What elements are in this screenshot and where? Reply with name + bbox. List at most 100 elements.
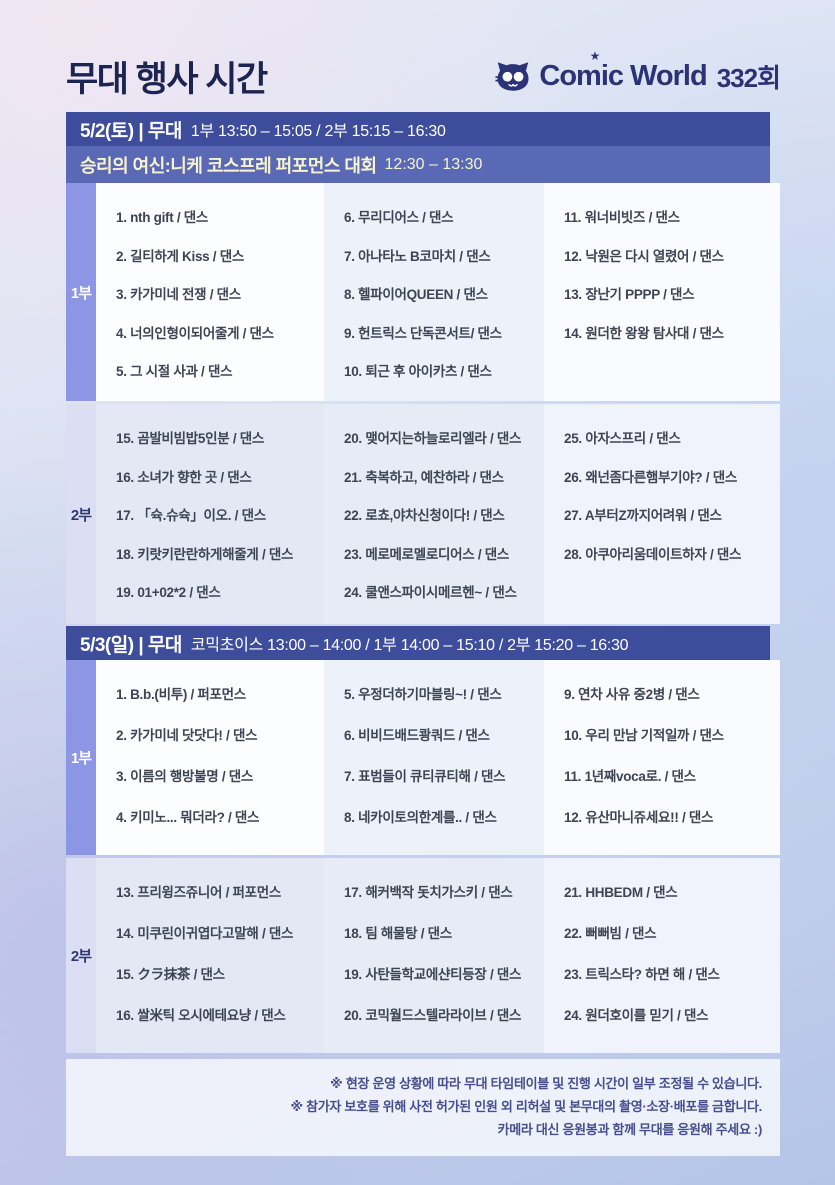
schedule-entry: 1. B.b.(비투) / 퍼포먼스 [116,686,246,702]
schedule-entry: 20. 맺어지는하늘로리엘라 / 댄스 [344,431,522,447]
schedule-entry: 1. nth gift / 댄스 [116,210,209,226]
schedule-column: 9. 연차 사유 중2병 / 댄스 10. 우리 만남 기적일까 / 댄스 11. … [544,660,780,855]
logo-edition: 332회 [716,62,781,93]
event-title: 승리의 여신:니케 코스프레 퍼포먼스 대회 [80,155,377,176]
schedule-entry: 24. 쿨앤스파이시메르헨~ / 댄스 [344,585,517,601]
schedule-entry: 8. 헬파이어QUEEN / 댄스 [344,287,488,303]
schedule-entry: 2. 길티하게 Kiss / 댄스 [116,248,244,264]
schedule-entry: 10. 퇴근 후 아이카츠 / 댄스 [344,364,492,380]
schedule-entry: 7. 표범들이 큐티큐티해 / 댄스 [344,768,506,784]
day-date-label: 5/2(토) | 무대 [80,120,182,142]
schedule-column: 5. 우정더하기마블링~! / 댄스 6. 비비드배드쾅쿼드 / 댄스 7. 표범들… [324,660,544,855]
schedule-entry: 4. 너의인형이되어줄게 / 댄스 [116,325,274,341]
schedule-entry: 8. 네카이토의한계를.. / 댄스 [344,809,497,825]
schedule-entry: 25. 아자스프리 / 댄스 [564,431,681,447]
part-columns: 1. B.b.(비투) / 퍼포먼스 2. 카가미네 닷닷다! / 댄스 3. 이름… [96,660,780,855]
poster-header: 무대 행사 시간 Comic World ★ 332회 [66,0,781,100]
schedule-entry: 21. HHBEDM / 댄스 [564,884,678,900]
footer-notices: ※ 현장 운영 상황에 따라 무대 타임테이블 및 진행 시간이 일부 조정될 … [66,1059,780,1157]
day-times-label: 코믹초이스 13:00 – 14:00 / 1부 14:00 – 15:10 /… [190,637,629,654]
schedule-entry: 22. 뻐뻐빔 / 댄스 [564,925,657,941]
poster-content: 무대 행사 시간 Comic World ★ 332회 5/2(토) | 무대 1부… [66,0,781,1157]
schedule-entry: 10. 우리 만남 기적일까 / 댄스 [564,727,724,743]
schedule-entry: 9. 연차 사유 중2병 / 댄스 [564,686,700,702]
schedule-entry: 28. 아쿠아리움데이트하자 / 댄스 [564,546,742,562]
schedule-entry: 13. 프리윙즈쥬니어 / 퍼포먼스 [116,884,281,900]
schedule-entry: 12. 유산마니쥬세요!! / 댄스 [564,809,714,825]
schedule-entry: 14. 미쿠린이귀엽다고말해 / 댄스 [116,925,294,941]
page-title: 무대 행사 시간 [66,59,268,99]
part-columns: 1. nth gift / 댄스 2. 길티하게 Kiss / 댄스 3. 카가미네… [96,183,780,401]
event-subheader-bar: 승리의 여신:니케 코스프레 퍼포먼스 대회 12:30 – 13:30 [66,146,770,183]
schedule-entry: 23. 트릭스타? 하면 해 / 댄스 [564,966,720,982]
schedule-days: 5/2(토) | 무대 1부 13:50 – 15:05 / 2부 15:15 –… [66,112,780,1053]
schedule-entry: 16. 소녀가 향한 곳 / 댄스 [116,469,252,485]
part-label: 1부 [66,660,96,855]
schedule-entry: 21. 축복하고, 예찬하라 / 댄스 [344,469,504,485]
footer-note: 카메라 대신 응원봉과 함께 무대를 응원해 주세요 :) [497,1122,763,1138]
schedule-table: 1부 1. B.b.(비투) / 퍼포먼스 2. 카가미네 닷닷다! / 댄스 3. … [66,660,780,1053]
schedule-entry: 18. 키랏키란란하게해줄게 / 댄스 [116,546,294,562]
schedule-entry: 17. 해커백작 돗치가스키 / 댄스 [344,884,513,900]
star-icon: ★ [589,48,601,63]
part-label: 2부 [66,858,96,1053]
schedule-entry: 19. 01+02*2 / 댄스 [116,585,221,601]
schedule-column: 6. 무리디어스 / 댄스 7. 아나타노 B코마치 / 댄스 8. 헬파이어QUE… [324,183,544,401]
schedule-entry: 3. 카가미네 전쟁 / 댄스 [116,287,241,303]
day-section: 5/3(일) | 무대 코믹초이스 13:00 – 14:00 / 1부 14:0… [66,626,780,1053]
part-columns: 15. 곰발비빔밥5인분 / 댄스 16. 소녀가 향한 곳 / 댄스 17. 「슉… [96,404,780,624]
schedule-column: 11. 워너비빗즈 / 댄스 12. 낙원은 다시 열렸어 / 댄스 13. 장난기… [544,183,780,401]
schedule-column: 1. B.b.(비투) / 퍼포먼스 2. 카가미네 닷닷다! / 댄스 3. 이름… [96,660,324,855]
schedule-entry: 19. 사탄들학교에샨티등장 / 댄스 [344,966,522,982]
comic-world-logo: Comic World ★ 332회 [495,48,781,95]
schedule-entry: 4. 키미노... 뭐더라? / 댄스 [116,809,260,825]
schedule-column: 13. 프리윙즈쥬니어 / 퍼포먼스 14. 미쿠린이귀엽다고말해 / 댄스 15.… [96,858,324,1053]
part-row: 2부 15. 곰발비빔밥5인분 / 댄스 16. 소녀가 향한 곳 / 댄스 17. … [66,404,780,624]
schedule-entry: 7. 아나타노 B코마치 / 댄스 [344,248,491,264]
schedule-column: 1. nth gift / 댄스 2. 길티하게 Kiss / 댄스 3. 카가미네… [96,183,324,401]
schedule-entry: 12. 낙원은 다시 열렸어 / 댄스 [564,248,724,264]
schedule-entry: 5. 그 시절 사과 / 댄스 [116,364,233,380]
schedule-entry: 13. 장난기 PPPP / 댄스 [564,287,695,303]
schedule-entry: 11. 워너비빗즈 / 댄스 [564,210,680,226]
cat-icon [495,61,529,91]
schedule-entry: 27. A부터Z까지어려워 / 댄스 [564,508,722,524]
logo-brand: Comic World ★ [539,48,707,92]
event-times: 12:30 – 13:30 [384,155,483,173]
schedule-column: 20. 맺어지는하늘로리엘라 / 댄스 21. 축복하고, 예찬하라 / 댄스 22… [324,404,544,624]
schedule-entry: 11. 1년째voca로. / 댄스 [564,768,696,784]
schedule-entry: 15. クラ抹茶 / 댄스 [116,966,225,982]
schedule-column: 21. HHBEDM / 댄스 22. 뻐뻐빔 / 댄스 23. 트릭스타? 하면 … [544,858,780,1053]
part-row: 2부 13. 프리윙즈쥬니어 / 퍼포먼스 14. 미쿠린이귀엽다고말해 / 댄스 1… [66,858,780,1053]
schedule-entry: 6. 무리디어스 / 댄스 [344,210,454,226]
schedule-entry: 2. 카가미네 닷닷다! / 댄스 [116,727,258,743]
schedule-entry: 3. 이름의 행방불명 / 댄스 [116,768,253,784]
day-date-label: 5/3(일) | 무대 [80,634,182,656]
schedule-column: 25. 아자스프리 / 댄스 26. 왜넌좀다른햄부기야? / 댄스 27. A부터… [544,404,780,624]
day-section: 5/2(토) | 무대 1부 13:50 – 15:05 / 2부 15:15 –… [66,112,780,624]
schedule-entry: 5. 우정더하기마블링~! / 댄스 [344,686,502,702]
day-header-bar: 5/3(일) | 무대 코믹초이스 13:00 – 14:00 / 1부 14:0… [66,626,770,660]
day-header-bar: 5/2(토) | 무대 1부 13:50 – 15:05 / 2부 15:15 –… [66,112,770,146]
schedule-entry: 18. 팀 해물탕 / 댄스 [344,925,452,941]
schedule-entry: 14. 원더한 왕왕 탐사대 / 댄스 [564,325,724,341]
part-row: 1부 1. B.b.(비투) / 퍼포먼스 2. 카가미네 닷닷다! / 댄스 3. … [66,660,780,855]
part-row: 1부 1. nth gift / 댄스 2. 길티하게 Kiss / 댄스 3. 카가… [66,183,780,401]
schedule-entry: 22. 로쵸,야차신청이다! / 댄스 [344,508,505,524]
schedule-entry: 6. 비비드배드쾅쿼드 / 댄스 [344,727,490,743]
part-label: 1부 [66,183,96,401]
schedule-entry: 24. 원더호이를 믿기 / 댄스 [564,1007,709,1023]
schedule-entry: 20. 코믹월드스텔라라이브 / 댄스 [344,1007,522,1023]
schedule-entry: 26. 왜넌좀다른햄부기야? / 댄스 [564,469,737,485]
schedule-entry: 17. 「슉.슈슉」이오. / 댄스 [116,508,266,524]
part-columns: 13. 프리윙즈쥬니어 / 퍼포먼스 14. 미쿠린이귀엽다고말해 / 댄스 15.… [96,858,780,1053]
part-label: 2부 [66,404,96,624]
schedule-entry: 23. 메로메로멜로디어스 / 댄스 [344,546,509,562]
day-times-label: 1부 13:50 – 15:05 / 2부 15:15 – 16:30 [190,123,446,140]
schedule-entry: 9. 헌트릭스 단독콘서트/ 댄스 [344,325,502,341]
footer-note: ※ 현장 운영 상황에 따라 무대 타임테이블 및 진행 시간이 일부 조정될 … [330,1076,762,1091]
schedule-entry: 15. 곰발비빔밥5인분 / 댄스 [116,431,264,447]
schedule-column: 17. 해커백작 돗치가스키 / 댄스 18. 팀 해물탕 / 댄스 19. 사탄들… [324,858,544,1053]
footer-note: ※ 참가자 보호를 위해 사전 허가된 인원 외 리허설 및 본무대의 촬영·소… [290,1099,762,1115]
